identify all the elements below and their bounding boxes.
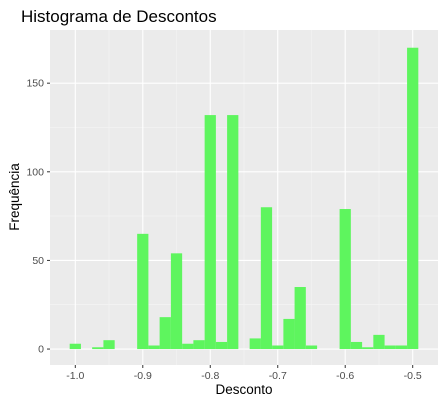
y-tick-label: 50 [32, 255, 44, 267]
histogram-bar [362, 347, 374, 350]
chart-title: Histograma de Descontos [21, 7, 217, 26]
y-axis-title: Frequência [7, 163, 22, 231]
histogram-bar [159, 317, 171, 350]
x-tick-label: -0.7 [269, 370, 287, 382]
histogram-bars [69, 47, 419, 350]
histogram-bar [193, 340, 205, 350]
x-tick-label: -1.0 [66, 370, 84, 382]
y-tick-label: 100 [26, 166, 44, 178]
histogram-bar [384, 345, 396, 350]
y-tick-label: 150 [26, 78, 44, 90]
histogram-bar [373, 334, 385, 350]
histogram-bar [305, 345, 318, 350]
x-tick-label: -0.9 [134, 370, 152, 382]
x-axis-ticks: -1.0 -0.9 -0.8 -0.7 -0.6 -0.5 [66, 365, 422, 382]
histogram-bar [92, 347, 104, 350]
minor-grid [50, 30, 438, 365]
histogram-bar [215, 341, 228, 350]
histogram-bar [407, 47, 419, 350]
histogram-bar [249, 338, 261, 350]
histogram-bar [294, 287, 306, 350]
x-tick-label: -0.8 [201, 370, 219, 382]
histogram-bar [69, 343, 81, 350]
histogram-bar [204, 115, 216, 350]
histogram-bar [395, 345, 408, 350]
histogram-bar [137, 233, 149, 350]
y-axis-ticks: 0 50 100 150 [26, 78, 50, 356]
histogram-bar [182, 343, 194, 350]
histogram-bar [272, 345, 284, 350]
histogram-bar [260, 207, 273, 350]
y-tick-label: 0 [38, 344, 44, 356]
histogram-bar [103, 340, 115, 350]
histogram-bar [227, 115, 239, 350]
x-tick-label: -0.6 [336, 370, 354, 382]
histogram-bar [350, 341, 363, 350]
histogram-bar [148, 345, 160, 350]
x-axis-title: Desconto [215, 382, 272, 397]
histogram-bar [339, 209, 351, 350]
histogram-bar [170, 253, 183, 350]
histogram-bar [283, 318, 295, 350]
x-tick-label: -0.5 [404, 370, 422, 382]
